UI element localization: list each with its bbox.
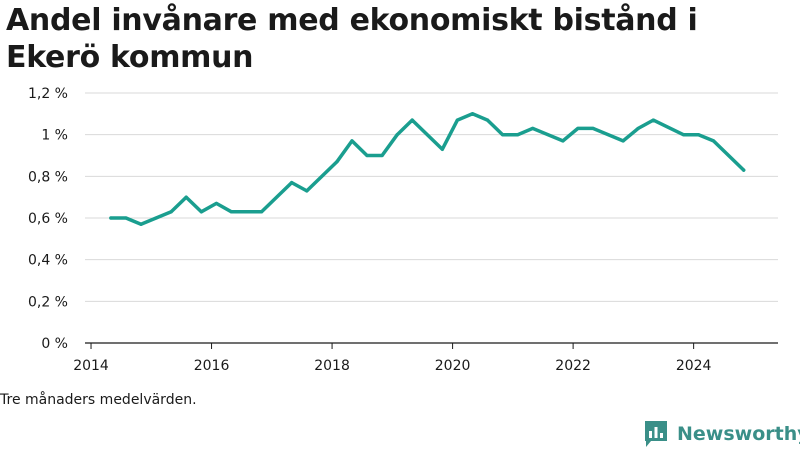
data-point xyxy=(711,139,716,143)
data-point xyxy=(365,153,369,158)
y-tick-label: 0,2 % xyxy=(28,294,68,310)
data-point xyxy=(169,210,173,214)
brand-logo: Newsworthy xyxy=(643,418,800,450)
data-point xyxy=(154,216,158,220)
data-point xyxy=(651,118,655,122)
data-point xyxy=(350,139,354,143)
data-point xyxy=(214,201,218,206)
y-tick-label: 0,4 % xyxy=(28,253,68,269)
x-axis: 2014 2016 2018 2020 2022 2024 xyxy=(73,343,712,374)
series-lines xyxy=(109,112,746,227)
chart-title: Andel invånare med ekonomiskt bistånd i … xyxy=(6,3,698,75)
data-point xyxy=(109,216,113,220)
data-point xyxy=(199,210,203,214)
data-point xyxy=(681,133,685,137)
y-tick-label: 1,2 % xyxy=(28,86,68,102)
data-point xyxy=(696,133,701,137)
x-tick-label: 2014 xyxy=(73,358,109,374)
data-point xyxy=(470,112,475,116)
data-point xyxy=(259,210,264,214)
y-tick-label: 1 % xyxy=(41,128,68,144)
data-point xyxy=(455,118,460,122)
data-point xyxy=(501,133,505,137)
brand-name: Newsworthy xyxy=(677,423,800,445)
y-tick-label: 0,6 % xyxy=(28,211,68,227)
data-point xyxy=(516,133,520,137)
data-point xyxy=(380,153,384,158)
newsworthy-logo-icon xyxy=(645,421,667,447)
data-point xyxy=(184,195,188,199)
data-point xyxy=(621,139,625,143)
data-point xyxy=(229,210,234,214)
data-point xyxy=(485,118,490,122)
data-point xyxy=(410,118,414,122)
data-point xyxy=(576,126,580,131)
data-point xyxy=(591,126,595,131)
line-chart: 0 % 0,2 % 0,4 % 0,6 % 0,8 % 1 % 1,2 % 2014 2016… xyxy=(28,86,778,374)
x-tick-label: 2016 xyxy=(194,358,230,374)
x-tick-label: 2018 xyxy=(314,358,350,374)
data-point xyxy=(561,139,565,143)
chart-footnote: Tre månaders medelvärden. xyxy=(0,392,197,408)
data-point xyxy=(335,160,339,164)
x-tick-label: 2024 xyxy=(676,358,712,374)
data-point xyxy=(139,222,143,226)
data-point xyxy=(742,168,746,172)
gridlines xyxy=(85,92,778,344)
data-point xyxy=(531,126,535,131)
y-tick-label: 0 % xyxy=(41,336,68,352)
x-tick-label: 2020 xyxy=(435,358,471,374)
data-point xyxy=(290,180,294,185)
y-tick-label: 0,8 % xyxy=(28,169,68,185)
x-tick-label: 2022 xyxy=(555,358,591,374)
data-point xyxy=(124,216,128,220)
data-point xyxy=(395,133,399,137)
data-point xyxy=(305,189,309,193)
series-line xyxy=(109,112,746,227)
data-point xyxy=(636,126,640,131)
data-point xyxy=(440,147,444,151)
y-axis-tick-labels: 0 % 0,2 % 0,4 % 0,6 % 0,8 % 1 % 1,2 % xyxy=(28,86,68,352)
